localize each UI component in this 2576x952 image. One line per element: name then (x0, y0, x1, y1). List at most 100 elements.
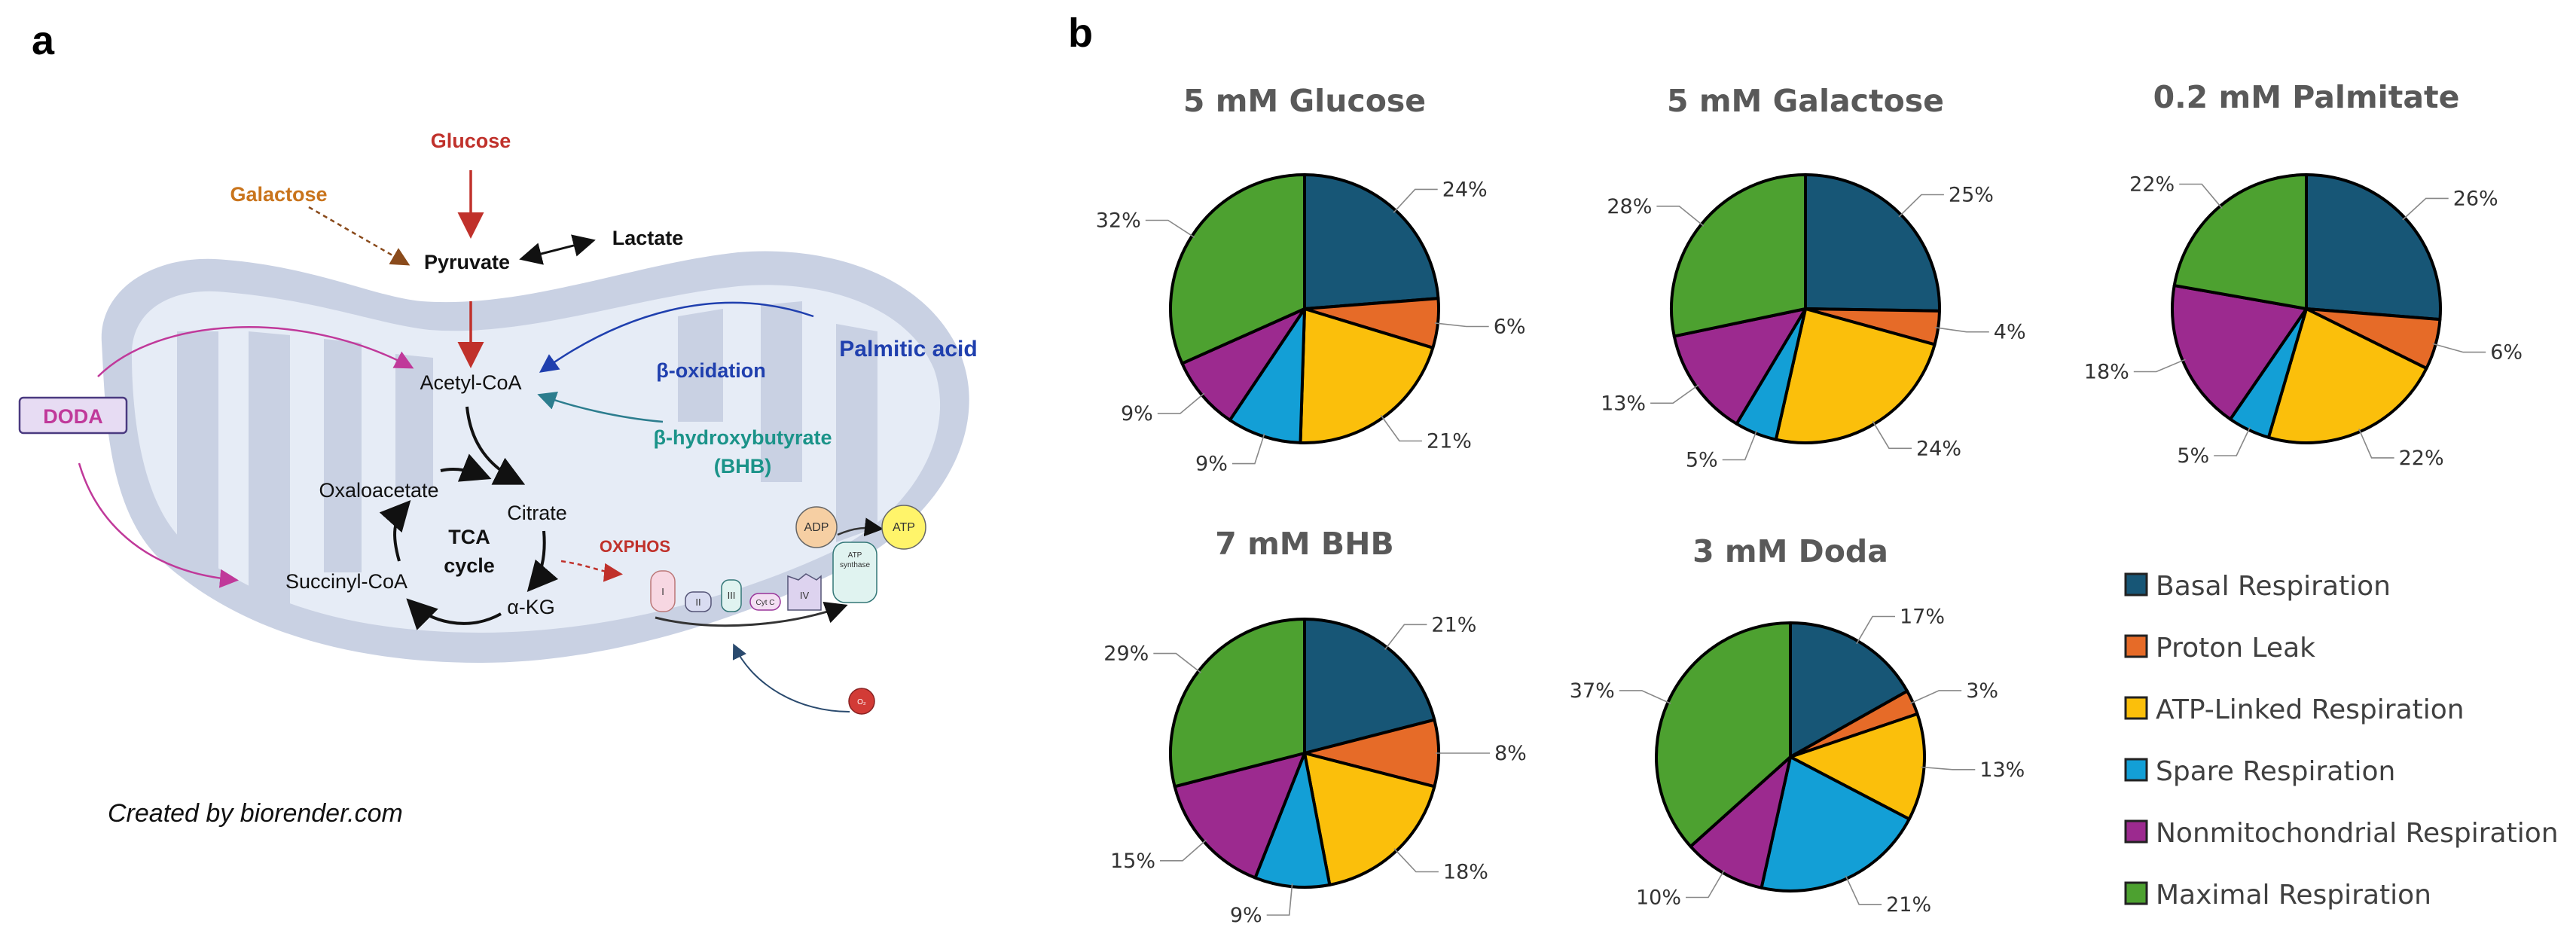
panel-a: a Glucose Galactose Pyruvate Lactate Ace… (18, 18, 978, 828)
data-label: 24% (1916, 437, 1961, 460)
leader-line (1145, 219, 1195, 238)
legend-label: Basal Respiration (2156, 571, 2391, 602)
data-label: 17% (1900, 606, 1945, 629)
pie-slice-basal-respiration (1303, 173, 1440, 310)
leader-line (1686, 869, 1725, 899)
label-alpha-kg: α-KG (507, 596, 555, 618)
data-label: 26% (2453, 187, 2498, 210)
label-citrate: Citrate (507, 502, 567, 524)
atp-synthase-shape (832, 542, 877, 603)
pie-chart-bhb: 7 mM BHB 21% 8% 18% 9% 15% 29% (1103, 526, 1527, 927)
legend-label: Nonmitochondrial Respiration (2156, 818, 2559, 849)
data-label: 5% (2177, 444, 2209, 468)
leader-line (2133, 359, 2186, 373)
leader-line (1845, 875, 1882, 905)
pie-chart-glucose: 5 mM Glucose 24% 6% 21% 9% 9% 32% (1096, 83, 1526, 476)
leader-line (2358, 429, 2394, 459)
pie-slice-basal-respiration (2305, 173, 2442, 322)
cyt-c-shape (749, 593, 781, 611)
mitochondrion-illustration (101, 251, 969, 664)
doda-badge (18, 396, 128, 435)
chart-title: 0.2 mM Palmitate (2153, 79, 2460, 115)
leader-line (1232, 433, 1265, 465)
data-label: 29% (1103, 642, 1149, 666)
label-o2: O₂ (857, 698, 866, 706)
data-label: 9% (1195, 453, 1228, 476)
leader-line (1160, 839, 1207, 862)
legend-swatch (2124, 819, 2148, 844)
label-atp-synthase-2: synthase (840, 561, 870, 569)
data-label: 6% (1494, 316, 1526, 339)
leader-line (1872, 420, 1912, 450)
pathway-arrows (78, 170, 884, 712)
label-beta-oxidation: β-oxidation (656, 359, 765, 382)
legend-label: Maximal Respiration (2156, 880, 2431, 911)
pie-slice-maximal-respiration (2172, 173, 2308, 310)
legend-label: Proton Leak (2156, 633, 2315, 664)
leader-line (1153, 652, 1201, 674)
chart-title: 5 mM Galactose (1667, 83, 1944, 119)
leader-line (1384, 624, 1427, 650)
leader-line (2432, 343, 2486, 353)
data-label: 6% (2490, 341, 2523, 365)
chart-title: 5 mM Glucose (1183, 83, 1426, 119)
data-label: 18% (2084, 361, 2129, 384)
complex-i-shape (650, 570, 676, 612)
data-label: 28% (1607, 195, 1652, 218)
data-label: 21% (1427, 430, 1472, 453)
data-label: 32% (1096, 209, 1141, 233)
panel-b-letter: b (1068, 11, 1093, 56)
data-label: 5% (1686, 449, 1718, 472)
data-label: 4% (1994, 321, 2026, 344)
legend-swatch (2124, 696, 2148, 720)
electron-transport-chain: I II III Cyt C IV ATP synthase ADP ATP O… (650, 505, 926, 715)
leader-line (1898, 194, 1944, 218)
label-cyt-c: Cyt C (756, 599, 775, 607)
label-acetyl-coa: Acetyl-CoA (420, 371, 521, 394)
data-label: 18% (1443, 861, 1488, 884)
leader-line (1266, 883, 1293, 916)
label-palmitic-acid: Palmitic acid (839, 337, 977, 362)
o2-circle (848, 688, 875, 715)
label-succinyl-coa: Succinyl-CoA (285, 570, 407, 593)
data-label: 22% (2129, 173, 2175, 197)
label-atp: ATP (893, 521, 915, 534)
pie-chart-galactose: 5 mM Galactose 25% 4% 24% 5% 13% 28% (1601, 83, 2026, 472)
legend-swatch (2124, 634, 2148, 658)
label-galactose: Galactose (230, 183, 327, 206)
data-label: 8% (1494, 742, 1527, 765)
panel-b: b 5 mM Glucose 24% 6% 21% 9% 9% 32% 5 mM Gala… (1068, 11, 2559, 927)
data-label: 3% (1966, 679, 1998, 703)
data-label: 9% (1230, 904, 1262, 927)
leader-line (2179, 183, 2223, 209)
label-adp: ADP (804, 521, 829, 534)
leader-line (1157, 392, 1205, 414)
leader-line (1656, 205, 1705, 227)
data-label: 15% (1110, 850, 1155, 873)
label-bhb-line2: (BHB) (714, 455, 771, 478)
label-complex-iv: IV (800, 590, 810, 601)
panel-a-letter: a (32, 18, 55, 63)
leader-line (1909, 690, 1962, 704)
label-complex-iii: III (728, 590, 736, 601)
legend-label: ATP-Linked Respiration (2156, 694, 2465, 725)
leader-line (1393, 848, 1439, 873)
legend: Basal Respiration Proton Leak ATP-Linked R… (2124, 571, 2559, 911)
leader-line (1650, 384, 1699, 404)
leader-line (1856, 615, 1895, 645)
complex-ii-shape (685, 591, 712, 612)
label-lactate: Lactate (612, 227, 684, 249)
label-atp-synthase-1: ATP (848, 551, 862, 560)
legend-swatch (2124, 758, 2148, 782)
leader-line (1722, 430, 1758, 461)
complex-iv-shape (787, 573, 822, 611)
leader-line (1921, 766, 1976, 770)
legend-swatch (2124, 572, 2148, 597)
label-oxaloacetate: Oxaloacetate (319, 479, 438, 502)
label-complex-ii: II (695, 597, 700, 608)
label-oxphos: OXPHOS (600, 537, 670, 556)
cristae (177, 301, 877, 618)
adp-circle (795, 506, 838, 548)
pie-slice-basal-respiration (1804, 173, 1941, 313)
